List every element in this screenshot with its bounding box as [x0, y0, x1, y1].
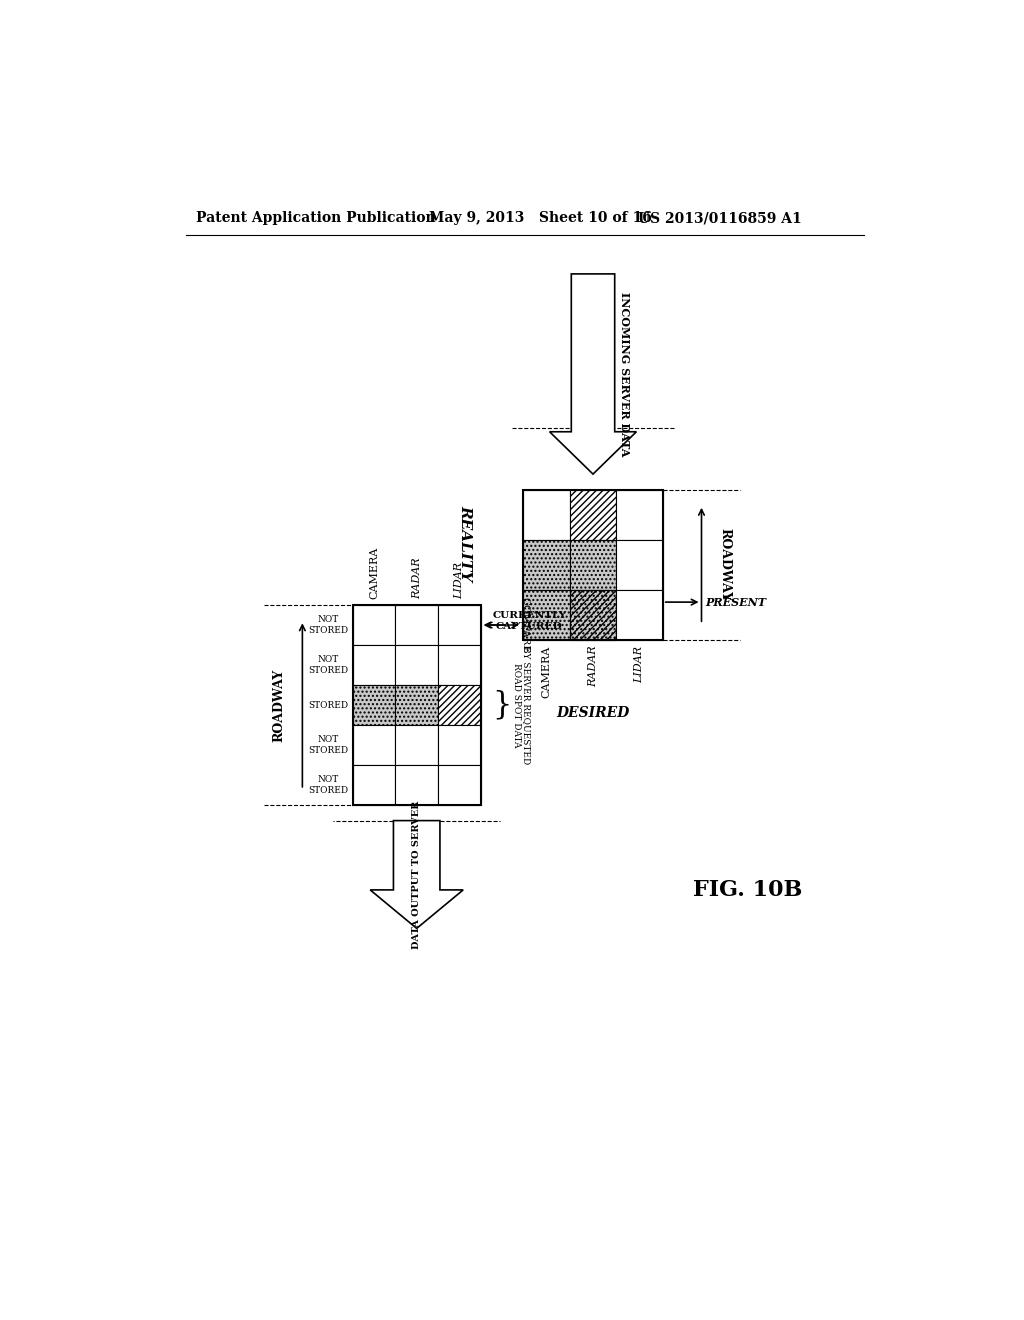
- Polygon shape: [550, 275, 636, 474]
- Text: BY SERVER REQUESTED
ROAD SPOT DATA: BY SERVER REQUESTED ROAD SPOT DATA: [512, 645, 531, 764]
- Bar: [438, 605, 480, 645]
- Text: RADAR: RADAR: [412, 557, 422, 599]
- Bar: [616, 590, 663, 640]
- Bar: [352, 766, 395, 805]
- Bar: [352, 605, 480, 805]
- Bar: [395, 645, 438, 685]
- Bar: [438, 685, 480, 725]
- Bar: [352, 605, 395, 645]
- Text: }: }: [493, 689, 512, 721]
- Text: FIG. 10B: FIG. 10B: [693, 879, 803, 902]
- Text: LIDAR: LIDAR: [455, 562, 464, 599]
- Text: CAMERA: CAMERA: [542, 645, 552, 698]
- Bar: [569, 490, 616, 540]
- Bar: [352, 645, 395, 685]
- Text: NOT
STORED: NOT STORED: [308, 735, 348, 755]
- Bar: [616, 490, 663, 540]
- Bar: [352, 725, 395, 766]
- Text: ROADWAY: ROADWAY: [272, 668, 286, 742]
- Text: PRESENT: PRESENT: [706, 597, 766, 607]
- Text: INCOMING SERVER DATA: INCOMING SERVER DATA: [618, 292, 630, 457]
- Bar: [438, 725, 480, 766]
- Text: DESIRED: DESIRED: [556, 706, 630, 719]
- Bar: [352, 685, 395, 725]
- Text: STORED: STORED: [308, 701, 348, 710]
- Bar: [569, 590, 616, 640]
- Bar: [438, 645, 480, 685]
- Bar: [438, 766, 480, 805]
- Bar: [523, 490, 663, 640]
- Bar: [616, 540, 663, 590]
- Text: US 2013/0116859 A1: US 2013/0116859 A1: [638, 211, 802, 226]
- Text: RADAR: RADAR: [588, 645, 598, 688]
- Bar: [569, 540, 616, 590]
- Text: CAMERA: CAMERA: [369, 546, 379, 599]
- Text: Patent Application Publication: Patent Application Publication: [197, 211, 436, 226]
- Text: LIDAR: LIDAR: [635, 645, 644, 682]
- Bar: [569, 590, 616, 640]
- Bar: [395, 725, 438, 766]
- Text: May 9, 2013   Sheet 10 of 16: May 9, 2013 Sheet 10 of 16: [429, 211, 651, 226]
- Bar: [395, 605, 438, 645]
- Text: NOT
STORED: NOT STORED: [308, 775, 348, 795]
- Bar: [395, 685, 438, 725]
- Text: CURRENTLY
CAPTURED: CURRENTLY CAPTURED: [493, 611, 566, 631]
- Text: ROADWAY: ROADWAY: [718, 528, 731, 601]
- Text: NOT
STORED: NOT STORED: [308, 615, 348, 635]
- Text: NOT
STORED: NOT STORED: [308, 655, 348, 675]
- Text: DATA OUTPUT TO SERVER: DATA OUTPUT TO SERVER: [413, 800, 421, 949]
- Bar: [523, 590, 569, 640]
- Bar: [523, 490, 569, 540]
- Text: REALITY: REALITY: [458, 506, 472, 582]
- Text: COMPARE: COMPARE: [520, 597, 529, 653]
- Bar: [523, 540, 569, 590]
- Polygon shape: [371, 821, 463, 928]
- Bar: [395, 766, 438, 805]
